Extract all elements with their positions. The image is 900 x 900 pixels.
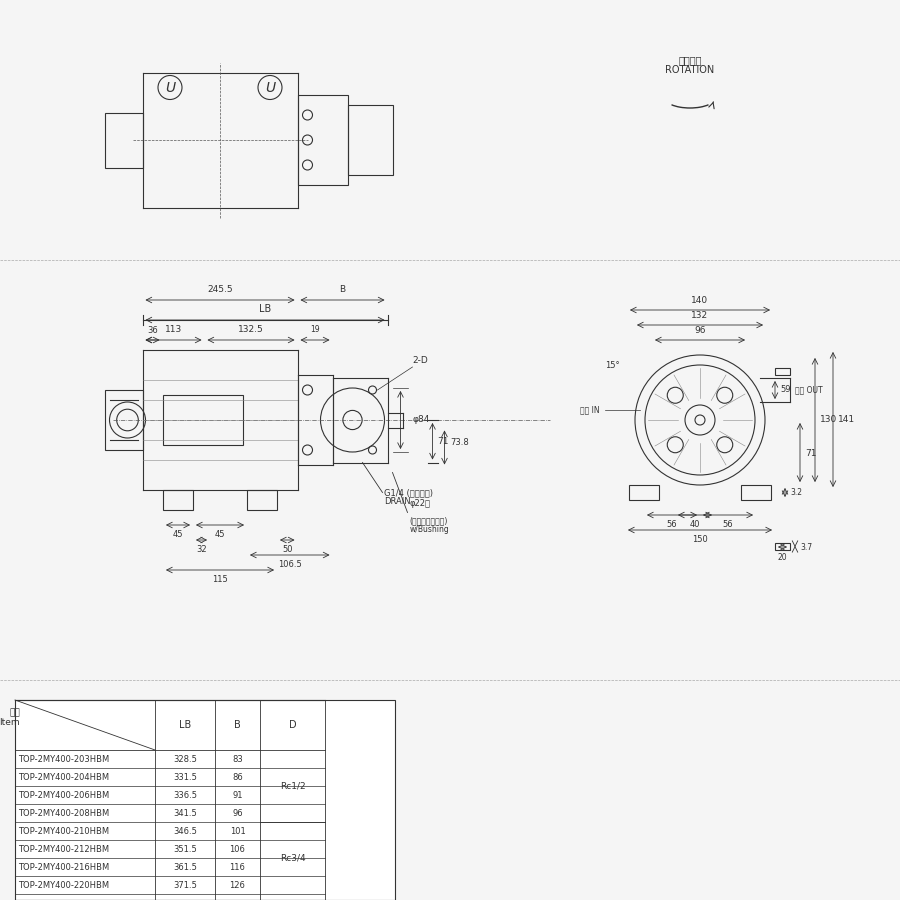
- Text: U: U: [265, 80, 275, 94]
- Text: 吸入 IN: 吸入 IN: [580, 406, 600, 415]
- Text: 106: 106: [230, 844, 246, 853]
- Text: 20: 20: [778, 553, 788, 562]
- Text: 59: 59: [780, 385, 790, 394]
- Text: 36: 36: [147, 326, 158, 335]
- Bar: [163, 395, 242, 445]
- Text: LB: LB: [179, 720, 191, 730]
- Text: Item: Item: [0, 718, 20, 727]
- Text: 141: 141: [838, 416, 855, 425]
- Text: 73.8: 73.8: [451, 438, 469, 447]
- Text: DRAIN: DRAIN: [384, 497, 411, 506]
- Text: 56: 56: [723, 520, 734, 529]
- Text: 3.7: 3.7: [800, 543, 812, 552]
- Text: 71: 71: [437, 436, 449, 446]
- Text: 101: 101: [230, 826, 246, 835]
- Text: 336.5: 336.5: [173, 790, 197, 799]
- Text: 115: 115: [212, 575, 228, 584]
- Bar: [163, 490, 193, 510]
- Text: φ22稴: φ22稴: [410, 499, 430, 508]
- Text: 331.5: 331.5: [173, 772, 197, 781]
- Text: LB: LB: [259, 304, 271, 314]
- Text: 96: 96: [694, 326, 706, 335]
- Text: 113: 113: [165, 325, 182, 334]
- Text: 245.5: 245.5: [207, 285, 233, 294]
- Text: TOP-2MY400-208HBM: TOP-2MY400-208HBM: [18, 808, 109, 817]
- Text: 346.5: 346.5: [173, 826, 197, 835]
- Text: 96: 96: [232, 808, 243, 817]
- Text: 126: 126: [230, 880, 246, 889]
- Text: 140: 140: [691, 296, 708, 305]
- Text: B: B: [234, 720, 241, 730]
- Bar: [247, 490, 277, 510]
- Text: 341.5: 341.5: [173, 808, 197, 817]
- Text: TOP-2MY400-212HBM: TOP-2MY400-212HBM: [18, 844, 109, 853]
- Text: 361.5: 361.5: [173, 862, 197, 871]
- Text: B: B: [339, 285, 346, 294]
- Text: 116: 116: [230, 862, 246, 871]
- Bar: [629, 485, 659, 500]
- Text: 106.5: 106.5: [278, 560, 302, 569]
- Bar: [15, 700, 395, 900]
- Text: 2-D: 2-D: [412, 356, 428, 365]
- Text: 132.5: 132.5: [238, 325, 264, 334]
- Text: TOP-2MY400-220HBM: TOP-2MY400-220HBM: [18, 880, 109, 889]
- Text: Rc3/4: Rc3/4: [280, 853, 305, 862]
- Text: 83: 83: [232, 754, 243, 763]
- Text: TOP-2MY400-204HBM: TOP-2MY400-204HBM: [18, 772, 109, 781]
- Text: 19: 19: [310, 325, 320, 334]
- Text: 吐出 OUT: 吐出 OUT: [795, 385, 823, 394]
- Text: 40: 40: [689, 520, 700, 529]
- Text: 3.2: 3.2: [790, 488, 802, 497]
- Text: 45: 45: [173, 530, 184, 539]
- Text: φ84: φ84: [412, 416, 430, 425]
- Text: TOP-2MY400-216HBM: TOP-2MY400-216HBM: [18, 862, 109, 871]
- Text: 回転方向: 回転方向: [679, 55, 702, 65]
- Text: 50: 50: [282, 545, 292, 554]
- Text: 項目: 項目: [9, 708, 20, 717]
- Text: w/Bushing: w/Bushing: [410, 526, 449, 535]
- Text: 32: 32: [196, 545, 207, 554]
- Text: TOP-2MY400-210HBM: TOP-2MY400-210HBM: [18, 826, 109, 835]
- Bar: [104, 390, 142, 450]
- Text: (ゴムブッシュ付): (ゴムブッシュ付): [410, 517, 448, 526]
- Text: TOP-2MY400-206HBM: TOP-2MY400-206HBM: [18, 790, 109, 799]
- Bar: [775, 368, 790, 375]
- Text: D: D: [289, 720, 296, 730]
- Text: 150: 150: [692, 535, 708, 544]
- Text: Rc1/2: Rc1/2: [280, 781, 305, 790]
- Text: 15°: 15°: [606, 361, 620, 370]
- Text: TOP-2MY400-203HBM: TOP-2MY400-203HBM: [18, 754, 109, 763]
- Text: 71: 71: [805, 448, 816, 457]
- Text: 130: 130: [820, 416, 837, 425]
- Bar: [741, 485, 771, 500]
- Text: 91: 91: [232, 790, 243, 799]
- Text: G1/4 (ドレン稴): G1/4 (ドレン稴): [384, 488, 434, 497]
- Text: 371.5: 371.5: [173, 880, 197, 889]
- Text: 328.5: 328.5: [173, 754, 197, 763]
- Text: 351.5: 351.5: [173, 844, 197, 853]
- Bar: [775, 543, 790, 550]
- Text: U: U: [165, 80, 176, 94]
- Bar: [298, 95, 347, 185]
- Text: 86: 86: [232, 772, 243, 781]
- Text: 56: 56: [667, 520, 678, 529]
- Text: 132: 132: [691, 311, 708, 320]
- Text: ROTATION: ROTATION: [665, 65, 715, 75]
- Text: 45: 45: [215, 530, 225, 539]
- Bar: [104, 112, 142, 167]
- Bar: [347, 105, 392, 175]
